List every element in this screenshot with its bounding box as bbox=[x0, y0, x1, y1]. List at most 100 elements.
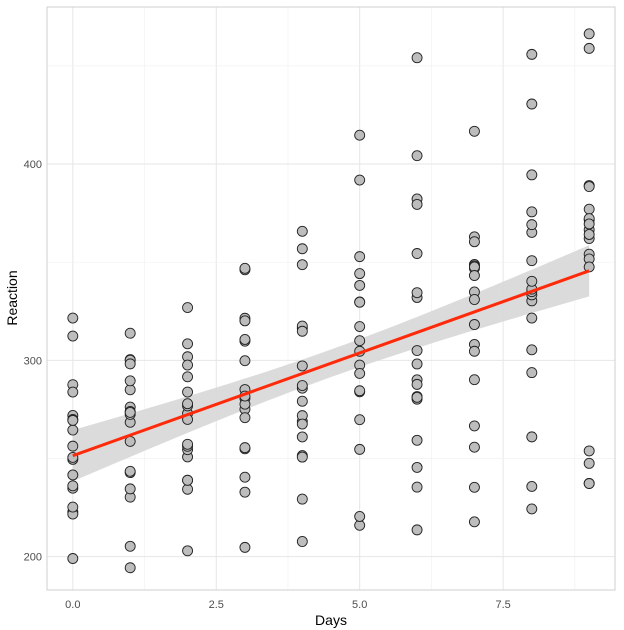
data-point bbox=[67, 440, 79, 452]
data-point bbox=[67, 312, 79, 324]
data-point bbox=[124, 483, 136, 495]
data-point bbox=[411, 461, 423, 473]
data-point bbox=[182, 371, 194, 383]
data-point bbox=[296, 536, 308, 547]
data-point bbox=[296, 431, 308, 443]
x-tick-label: 7.5 bbox=[495, 599, 510, 611]
data-point bbox=[583, 261, 595, 273]
data-point bbox=[124, 384, 136, 396]
data-point bbox=[124, 562, 136, 574]
data-point bbox=[182, 483, 194, 495]
data-point bbox=[526, 219, 538, 231]
data-point bbox=[354, 279, 366, 291]
data-point bbox=[526, 431, 538, 443]
panel-border bbox=[46, 6, 616, 591]
data-point bbox=[239, 412, 251, 424]
data-point bbox=[182, 398, 194, 410]
data-point bbox=[239, 541, 251, 553]
data-point bbox=[182, 438, 194, 450]
fit-line bbox=[72, 269, 590, 458]
data-point bbox=[411, 481, 423, 493]
data-point bbox=[296, 243, 308, 255]
data-point bbox=[354, 385, 366, 397]
y-tick-label: 200 bbox=[24, 552, 42, 564]
data-point bbox=[124, 375, 136, 387]
data-point bbox=[411, 358, 423, 370]
data-point bbox=[468, 374, 480, 386]
data-point bbox=[468, 236, 480, 248]
data-point bbox=[354, 296, 366, 308]
data-point bbox=[296, 418, 308, 430]
x-axis-title: Days bbox=[315, 612, 347, 628]
data-point bbox=[239, 486, 251, 498]
y-tick-label: 300 bbox=[24, 355, 42, 367]
data-point bbox=[182, 386, 194, 398]
data-point bbox=[354, 321, 366, 333]
data-point bbox=[411, 524, 423, 536]
data-point bbox=[583, 229, 595, 240]
data-point bbox=[526, 255, 538, 267]
data-point bbox=[411, 198, 423, 210]
data-point bbox=[468, 345, 480, 357]
data-point bbox=[583, 42, 595, 54]
data-point bbox=[67, 424, 79, 436]
fit-line-group bbox=[72, 269, 590, 458]
data-point bbox=[411, 391, 423, 403]
data-point bbox=[468, 270, 480, 281]
data-point bbox=[526, 206, 538, 218]
x-tick-label: 2.5 bbox=[209, 599, 224, 611]
data-point bbox=[67, 553, 79, 564]
data-point bbox=[182, 545, 194, 557]
data-point bbox=[411, 287, 423, 299]
data-point bbox=[296, 259, 308, 271]
data-point bbox=[182, 302, 194, 314]
data-point bbox=[182, 359, 194, 371]
data-point bbox=[296, 225, 308, 237]
data-point bbox=[354, 129, 366, 141]
data-point bbox=[296, 325, 308, 337]
data-point bbox=[239, 471, 251, 483]
data-point bbox=[468, 441, 480, 453]
data-point bbox=[124, 465, 136, 477]
data-point bbox=[583, 457, 595, 469]
data-point bbox=[239, 262, 251, 274]
data-point bbox=[124, 358, 136, 370]
data-point bbox=[526, 481, 538, 492]
data-point bbox=[354, 511, 366, 522]
y-axis-title: Reaction bbox=[4, 270, 20, 325]
data-point bbox=[411, 248, 423, 259]
data-point bbox=[468, 516, 480, 528]
data-point bbox=[583, 218, 595, 230]
data-point bbox=[239, 315, 251, 327]
data-point bbox=[67, 414, 79, 426]
data-point bbox=[239, 334, 251, 345]
data-point bbox=[526, 503, 538, 515]
data-point bbox=[468, 319, 480, 330]
data-point bbox=[583, 478, 595, 489]
data-point bbox=[411, 150, 423, 162]
data-point bbox=[411, 52, 423, 64]
data-point bbox=[124, 540, 136, 552]
data-point bbox=[239, 355, 251, 367]
data-point bbox=[526, 312, 538, 324]
data-point bbox=[124, 327, 136, 339]
data-point bbox=[239, 442, 251, 454]
data-point bbox=[67, 330, 79, 342]
data-point bbox=[526, 275, 538, 287]
data-point bbox=[411, 345, 423, 356]
data-point bbox=[296, 451, 308, 463]
data-point bbox=[468, 420, 480, 432]
data-point bbox=[411, 378, 423, 390]
data-point bbox=[354, 367, 366, 379]
data-point bbox=[296, 380, 308, 391]
data-point bbox=[354, 268, 366, 280]
data-point bbox=[583, 203, 595, 215]
data-point bbox=[67, 480, 79, 492]
points bbox=[67, 28, 595, 574]
data-point bbox=[354, 335, 366, 347]
data-point bbox=[354, 414, 366, 426]
data-point bbox=[526, 48, 538, 60]
data-point bbox=[354, 174, 366, 186]
data-point bbox=[67, 501, 79, 513]
